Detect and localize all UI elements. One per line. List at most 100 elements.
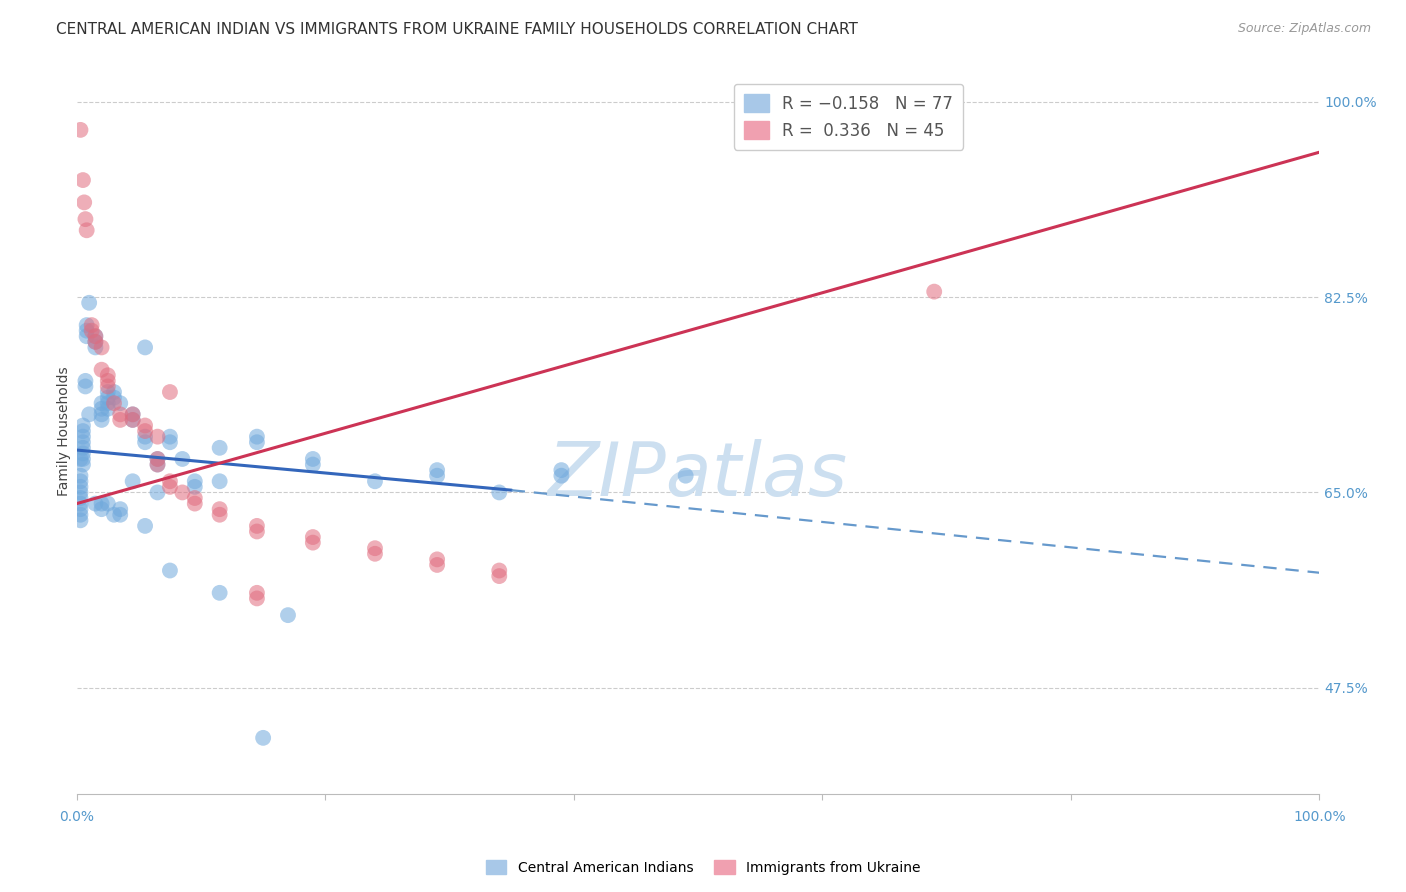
Point <box>364 475 387 489</box>
Point <box>675 468 697 483</box>
Point <box>134 340 156 354</box>
Point <box>90 497 112 511</box>
Point <box>72 430 94 444</box>
Point <box>246 586 269 600</box>
Point <box>84 497 107 511</box>
Point <box>121 408 143 422</box>
Point <box>208 502 231 516</box>
Point <box>76 329 98 343</box>
Point <box>90 408 112 422</box>
Point <box>76 318 98 332</box>
Point <box>208 475 231 489</box>
Point <box>72 452 94 467</box>
Point <box>72 173 94 187</box>
Point <box>77 408 100 422</box>
Point <box>159 435 181 450</box>
Point <box>69 497 91 511</box>
Point <box>110 413 132 427</box>
Point <box>277 608 299 623</box>
Point <box>159 564 181 578</box>
Point <box>246 435 269 450</box>
Point <box>103 391 125 405</box>
Point <box>73 195 96 210</box>
Point <box>159 475 181 489</box>
Point <box>110 396 132 410</box>
Point <box>146 458 169 472</box>
Point <box>146 430 169 444</box>
Point <box>208 441 231 455</box>
Point <box>72 435 94 450</box>
Point <box>246 519 269 533</box>
Point <box>90 413 112 427</box>
Point <box>90 502 112 516</box>
Point <box>302 458 325 472</box>
Point <box>159 430 181 444</box>
Point <box>75 212 97 227</box>
Point <box>97 384 120 399</box>
Point <box>110 408 132 422</box>
Point <box>146 485 169 500</box>
Point <box>90 401 112 416</box>
Point <box>364 541 387 556</box>
Point <box>72 424 94 438</box>
Point <box>103 384 125 399</box>
Point <box>84 329 107 343</box>
Point <box>488 485 510 500</box>
Point <box>77 295 100 310</box>
Point <box>97 401 120 416</box>
Point <box>364 547 387 561</box>
Point <box>302 530 325 544</box>
Point <box>97 379 120 393</box>
Point <box>134 424 156 438</box>
Point <box>97 396 120 410</box>
Point <box>103 396 125 410</box>
Point <box>246 430 269 444</box>
Point <box>69 491 91 505</box>
Point <box>69 123 91 137</box>
Point <box>97 391 120 405</box>
Point <box>159 480 181 494</box>
Point <box>75 379 97 393</box>
Point <box>184 497 207 511</box>
Point <box>69 468 91 483</box>
Point <box>184 475 207 489</box>
Point <box>72 418 94 433</box>
Point <box>426 558 449 572</box>
Point <box>121 475 143 489</box>
Point <box>69 480 91 494</box>
Point <box>146 458 169 472</box>
Point <box>110 508 132 522</box>
Text: CENTRAL AMERICAN INDIAN VS IMMIGRANTS FROM UKRAINE FAMILY HOUSEHOLDS CORRELATION: CENTRAL AMERICAN INDIAN VS IMMIGRANTS FR… <box>56 22 858 37</box>
Point <box>90 362 112 376</box>
Point <box>90 396 112 410</box>
Point <box>76 223 98 237</box>
Point <box>121 408 143 422</box>
Point <box>302 452 325 467</box>
Point <box>550 463 572 477</box>
Point <box>69 508 91 522</box>
Point <box>69 502 91 516</box>
Point <box>252 731 274 745</box>
Point <box>110 502 132 516</box>
Point <box>97 374 120 388</box>
Point <box>69 513 91 527</box>
Point <box>80 318 103 332</box>
Point <box>84 329 107 343</box>
Y-axis label: Family Households: Family Households <box>58 367 72 496</box>
Legend: Central American Indians, Immigrants from Ukraine: Central American Indians, Immigrants fro… <box>479 855 927 880</box>
Point <box>103 508 125 522</box>
Point <box>246 591 269 606</box>
Point <box>488 564 510 578</box>
Point <box>426 463 449 477</box>
Point <box>134 519 156 533</box>
Point <box>146 452 169 467</box>
Point <box>76 324 98 338</box>
Point <box>121 413 143 427</box>
Point <box>550 468 572 483</box>
Point <box>84 334 107 349</box>
Point <box>426 468 449 483</box>
Point <box>302 535 325 549</box>
Point <box>69 475 91 489</box>
Text: Source: ZipAtlas.com: Source: ZipAtlas.com <box>1237 22 1371 36</box>
Point <box>146 452 169 467</box>
